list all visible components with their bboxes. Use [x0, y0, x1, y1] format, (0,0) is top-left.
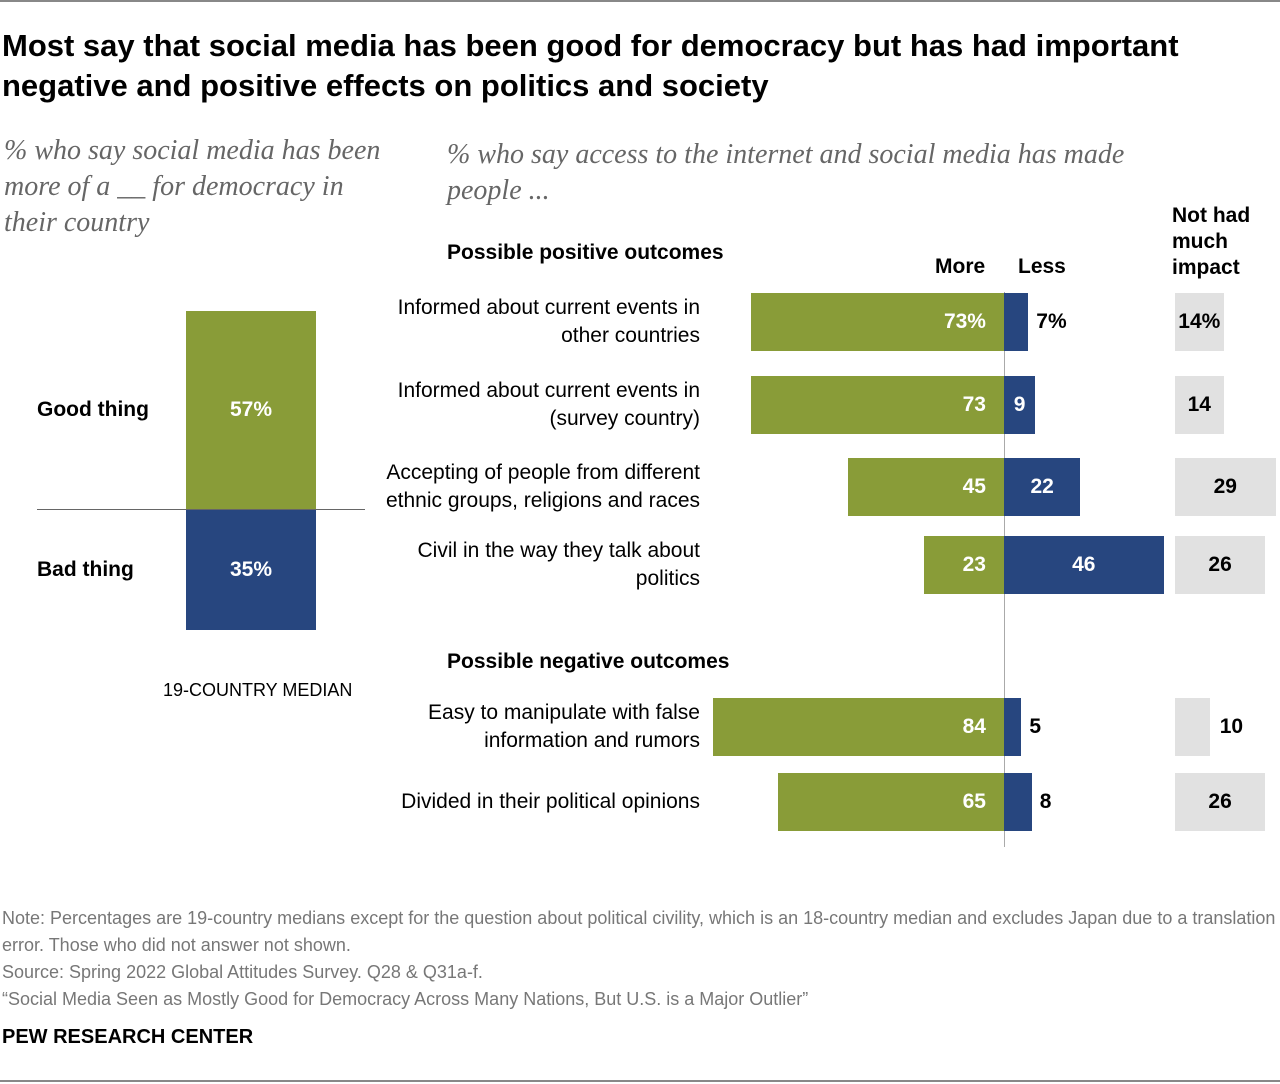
no-impact-bar — [1175, 293, 1224, 351]
report-title: “Social Media Seen as Mostly Good for De… — [2, 989, 809, 1009]
bad-thing-value: 35% — [229, 557, 273, 581]
bad-thing-bar — [186, 509, 316, 631]
less-bar — [1004, 376, 1036, 434]
more-bar — [778, 773, 1004, 831]
group-heading: Possible positive outcomes — [447, 241, 724, 264]
more-value: 73% — [943, 310, 986, 333]
header-more: More — [935, 255, 986, 278]
less-value: 5 — [1029, 715, 1042, 738]
bad-thing-label: Bad thing — [37, 557, 134, 581]
less-value: 8 — [1039, 790, 1052, 813]
more-bar — [750, 293, 1004, 351]
source: Source: Spring 2022 Global Attitudes Sur… — [2, 962, 483, 982]
less-value: 22 — [1030, 475, 1054, 498]
median-label: 19-COUNTRY MEDIAN — [163, 680, 353, 700]
more-value: 73 — [962, 393, 986, 416]
no-impact-value: 14 — [1187, 393, 1211, 416]
note: Note: Percentages are 19-country medians… — [2, 908, 1276, 955]
chart-title: Most say that social media has been good… — [2, 28, 1179, 103]
top-rule — [0, 0, 1280, 2]
category-label: Easy to manipulate with false informatio… — [428, 701, 700, 752]
no-impact-value: 14% — [1178, 310, 1221, 333]
category-label: Divided in their political opinions — [401, 790, 700, 813]
header-less: Less — [1018, 255, 1066, 278]
header-no-impact: Not had much impact — [1172, 204, 1251, 279]
group-heading: Possible negative outcomes — [447, 650, 730, 673]
no-impact-bar — [1175, 376, 1224, 434]
baseline — [37, 509, 365, 510]
less-bar — [1004, 293, 1029, 351]
no-impact-bar — [1175, 773, 1266, 831]
category-label: Accepting of people from different ethni… — [385, 461, 700, 512]
no-impact-value: 29 — [1213, 475, 1237, 498]
no-impact-bar — [1175, 698, 1210, 756]
more-bar — [847, 458, 1004, 516]
category-label: Informed about current events in other c… — [397, 296, 700, 347]
category-label: Informed about current events in (survey… — [397, 379, 700, 430]
no-impact-bar — [1175, 536, 1266, 594]
less-value: 46 — [1072, 553, 1096, 576]
left-subtitle: % who say social media has been more of … — [4, 135, 381, 238]
no-impact-value: 10 — [1219, 715, 1244, 738]
right-subtitle: % who say access to the internet and soc… — [447, 139, 1125, 206]
more-bar — [712, 698, 1004, 756]
more-bar — [750, 376, 1004, 434]
more-value: 23 — [962, 553, 986, 576]
good-thing-bar — [186, 311, 316, 509]
more-bar — [924, 536, 1004, 594]
less-value: 9 — [1013, 393, 1026, 416]
more-value: 45 — [962, 475, 986, 498]
less-bar — [1004, 698, 1022, 756]
no-impact-value: 26 — [1208, 553, 1232, 576]
no-impact-value: 26 — [1208, 790, 1232, 813]
more-value: 84 — [962, 715, 986, 738]
less-bar — [1004, 773, 1032, 831]
no-impact-bar — [1175, 458, 1276, 516]
good-thing-label: Good thing — [37, 398, 149, 422]
good-thing-value: 57% — [229, 398, 273, 422]
bottom-rule — [0, 1080, 1280, 1082]
less-bar — [1004, 458, 1081, 516]
more-value: 65 — [962, 790, 986, 813]
category-label: Civil in the way they talk about politic… — [417, 539, 700, 590]
less-value: 7% — [1036, 310, 1067, 333]
brand: PEW RESEARCH CENTER — [2, 1026, 254, 1048]
less-bar — [1004, 536, 1164, 594]
